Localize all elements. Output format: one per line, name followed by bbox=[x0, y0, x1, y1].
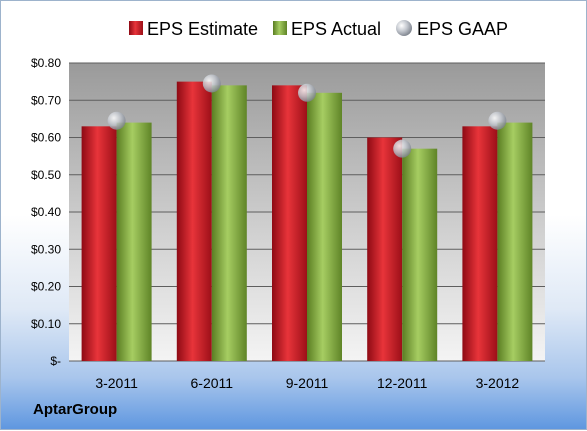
x-tick-label: 12-2011 bbox=[377, 375, 428, 391]
legend-swatch-estimate bbox=[129, 21, 143, 35]
marker-eps-gaap bbox=[488, 111, 507, 130]
y-axis: $- $0.10 $0.20 $0.30 $0.40 $0.50 $0.60 $0.70 $0.… bbox=[31, 56, 61, 368]
legend-label-gaap: EPS GAAP bbox=[417, 19, 508, 39]
y-tick-label: $0.10 bbox=[31, 317, 61, 331]
bar-eps-actual bbox=[116, 122, 152, 361]
legend-label-actual: EPS Actual bbox=[291, 19, 381, 39]
y-tick-label: $0.80 bbox=[31, 56, 61, 70]
y-tick-label: $0.60 bbox=[31, 131, 61, 145]
bar-eps-estimate bbox=[367, 137, 403, 361]
bar-eps-estimate bbox=[81, 126, 117, 361]
y-tick-label: $0.20 bbox=[31, 280, 61, 294]
x-tick-label: 6-2011 bbox=[191, 375, 234, 391]
gaap-markers bbox=[107, 74, 507, 158]
y-tick-label: $0.70 bbox=[31, 93, 61, 107]
marker-eps-gaap bbox=[298, 83, 316, 102]
x-tick-label: 3-2012 bbox=[476, 375, 520, 391]
marker-eps-gaap bbox=[202, 74, 221, 93]
bar-eps-estimate bbox=[176, 81, 212, 361]
y-tick-label: $- bbox=[50, 354, 61, 368]
legend-label-estimate: EPS Estimate bbox=[147, 19, 258, 39]
bars bbox=[81, 81, 533, 362]
y-tick-label: $0.50 bbox=[31, 168, 61, 182]
x-tick-label: 9-2011 bbox=[286, 375, 329, 391]
bar-eps-actual bbox=[211, 85, 247, 361]
bar-eps-estimate bbox=[272, 85, 307, 361]
legend-swatch-actual bbox=[273, 21, 287, 35]
x-tick-label: 3-2011 bbox=[95, 375, 138, 391]
legend-marker-gaap bbox=[396, 20, 412, 36]
legend: EPS Estimate EPS Actual EPS GAAP bbox=[129, 19, 508, 39]
bar-eps-actual bbox=[307, 92, 342, 362]
x-axis: 3-2011 6-2011 9-2011 12-2011 3-2012 bbox=[95, 375, 519, 391]
marker-eps-gaap bbox=[393, 139, 412, 158]
y-tick-label: $0.30 bbox=[31, 242, 61, 256]
y-tick-label: $0.40 bbox=[31, 205, 61, 219]
bar-eps-estimate bbox=[462, 126, 498, 361]
marker-eps-gaap bbox=[107, 111, 126, 130]
company-name: AptarGroup bbox=[33, 401, 118, 418]
bar-eps-actual bbox=[402, 148, 438, 361]
bar-eps-actual bbox=[497, 122, 533, 361]
